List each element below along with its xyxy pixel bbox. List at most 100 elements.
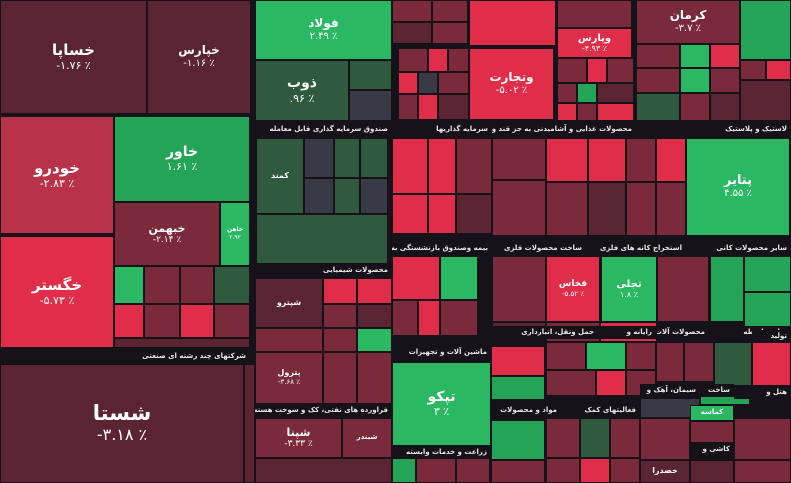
treemap-tile[interactable] bbox=[546, 182, 588, 236]
treemap-tile[interactable] bbox=[256, 214, 388, 264]
treemap-tile[interactable] bbox=[636, 68, 680, 93]
treemap-tile[interactable] bbox=[440, 300, 478, 336]
treemap-tile[interactable] bbox=[114, 304, 144, 338]
treemap-tile[interactable] bbox=[710, 44, 740, 68]
treemap-tile[interactable] bbox=[596, 370, 626, 396]
treemap-tile[interactable] bbox=[428, 194, 456, 234]
stock-tile[interactable]: خبهمن -۲.۱۴ ٪ bbox=[114, 202, 220, 266]
treemap-tile[interactable] bbox=[438, 94, 469, 120]
treemap-tile[interactable] bbox=[323, 278, 357, 304]
treemap-tile[interactable] bbox=[392, 458, 416, 483]
treemap-tile[interactable] bbox=[546, 138, 588, 182]
treemap-tile[interactable] bbox=[255, 328, 323, 352]
treemap-tile[interactable] bbox=[680, 93, 710, 121]
treemap-tile[interactable] bbox=[597, 83, 634, 103]
treemap-tile[interactable] bbox=[144, 266, 180, 304]
treemap-tile[interactable] bbox=[740, 0, 791, 60]
treemap-tile[interactable] bbox=[418, 72, 438, 94]
treemap-tile[interactable] bbox=[586, 342, 626, 370]
treemap-tile[interactable] bbox=[469, 0, 556, 46]
stock-tile[interactable]: کرمان -۳.۷ ٪ bbox=[636, 0, 740, 44]
treemap-tile[interactable] bbox=[734, 418, 791, 460]
treemap-tile[interactable] bbox=[491, 346, 545, 376]
stock-tile[interactable]: تپکو ۳ ٪ bbox=[392, 362, 491, 446]
treemap-tile[interactable] bbox=[418, 300, 440, 336]
treemap-tile[interactable] bbox=[710, 68, 740, 93]
treemap-tile[interactable] bbox=[657, 256, 709, 322]
treemap-tile[interactable] bbox=[244, 364, 255, 483]
treemap-tile[interactable] bbox=[357, 352, 392, 404]
treemap-tile[interactable] bbox=[640, 418, 690, 460]
stock-tile[interactable]: شستا -۳.۱۸ ٪ bbox=[0, 364, 244, 483]
treemap-tile[interactable] bbox=[588, 138, 626, 182]
treemap-tile[interactable] bbox=[557, 83, 577, 103]
treemap-tile[interactable] bbox=[114, 266, 144, 304]
treemap-tile[interactable] bbox=[626, 182, 656, 236]
treemap-tile[interactable] bbox=[438, 72, 469, 94]
treemap-tile[interactable] bbox=[491, 420, 545, 460]
treemap-tile[interactable] bbox=[418, 94, 438, 120]
treemap-tile[interactable] bbox=[684, 342, 714, 382]
treemap-tile[interactable] bbox=[557, 0, 632, 28]
treemap-tile[interactable] bbox=[710, 256, 744, 322]
treemap-tile[interactable] bbox=[587, 58, 607, 83]
treemap-tile[interactable] bbox=[349, 90, 392, 121]
treemap-tile[interactable] bbox=[546, 418, 580, 458]
treemap-tile[interactable] bbox=[557, 103, 577, 121]
stock-tile[interactable]: خگستر -۵.۷۳ ٪ bbox=[0, 236, 114, 348]
treemap-tile[interactable] bbox=[626, 342, 656, 370]
treemap-tile[interactable] bbox=[492, 256, 546, 322]
stock-tile[interactable]: خودرو -۲.۸۳ ٪ bbox=[0, 116, 114, 234]
treemap-tile[interactable] bbox=[392, 0, 432, 22]
treemap-tile[interactable] bbox=[546, 370, 596, 396]
treemap-tile[interactable] bbox=[492, 180, 546, 236]
treemap-tile[interactable] bbox=[456, 458, 490, 483]
treemap-tile[interactable] bbox=[607, 58, 634, 83]
treemap-tile[interactable] bbox=[690, 460, 734, 483]
stock-tile[interactable]: خساپا -۱.۷۶ ٪ bbox=[0, 0, 147, 114]
stock-tile[interactable]: کمند bbox=[256, 138, 304, 214]
treemap-tile[interactable] bbox=[636, 93, 680, 121]
treemap-tile[interactable] bbox=[656, 182, 686, 236]
treemap-tile[interactable] bbox=[680, 68, 710, 93]
treemap-tile[interactable] bbox=[323, 304, 357, 328]
stock-tile[interactable]: شپترو bbox=[255, 278, 323, 328]
stock-tile[interactable]: کماسه bbox=[690, 405, 734, 421]
stock-tile[interactable]: وپارس -۴.۹۳ ٪ bbox=[557, 28, 632, 58]
treemap-tile[interactable] bbox=[255, 458, 392, 483]
treemap-tile[interactable] bbox=[0, 114, 255, 116]
stock-tile[interactable]: شبندر bbox=[342, 418, 392, 458]
stock-tile[interactable]: خاهن ۲.۹۲ bbox=[220, 202, 250, 266]
treemap-tile[interactable] bbox=[334, 138, 360, 178]
stock-tile[interactable]: شپنا -۳.۳۳ ٪ bbox=[255, 418, 342, 458]
stock-tile[interactable]: وتجارت -۵.۰۲ ٪ bbox=[469, 48, 554, 120]
stock-tile[interactable]: خپارس -۱.۱۶ ٪ bbox=[147, 0, 251, 114]
treemap-tile[interactable] bbox=[740, 80, 791, 121]
stock-tile[interactable]: فخاس -۵.۵۲ ٪ bbox=[546, 256, 600, 322]
treemap-tile[interactable] bbox=[656, 342, 684, 382]
treemap-tile[interactable] bbox=[180, 266, 214, 304]
treemap-tile[interactable] bbox=[398, 94, 418, 120]
treemap-tile[interactable] bbox=[398, 48, 428, 72]
treemap-tile[interactable] bbox=[588, 182, 626, 236]
treemap-tile[interactable] bbox=[456, 194, 492, 234]
treemap-tile[interactable] bbox=[360, 138, 388, 178]
stock-tile[interactable]: فولاد ۲.۴۹ ٪ bbox=[255, 0, 392, 60]
treemap-tile[interactable] bbox=[428, 48, 448, 72]
stock-tile[interactable]: پتایر ۴.۵۵ ٪ bbox=[686, 138, 790, 236]
treemap-tile[interactable] bbox=[610, 458, 640, 483]
treemap-tile[interactable] bbox=[180, 304, 214, 338]
treemap-tile[interactable] bbox=[398, 72, 418, 94]
stock-tile[interactable]: خاور ۱.۶۱ ٪ bbox=[114, 116, 250, 202]
treemap-tile[interactable] bbox=[114, 338, 250, 348]
treemap-tile[interactable] bbox=[577, 103, 597, 121]
treemap-tile[interactable] bbox=[626, 138, 656, 182]
treemap-tile[interactable] bbox=[392, 256, 440, 300]
treemap-tile[interactable] bbox=[432, 0, 468, 22]
treemap-tile[interactable] bbox=[392, 138, 428, 194]
treemap-tile[interactable] bbox=[214, 266, 250, 304]
treemap-tile[interactable] bbox=[304, 178, 334, 214]
treemap-tile[interactable] bbox=[636, 44, 680, 68]
stock-tile[interactable]: خصدرا bbox=[640, 460, 690, 483]
treemap-tile[interactable] bbox=[432, 22, 468, 44]
